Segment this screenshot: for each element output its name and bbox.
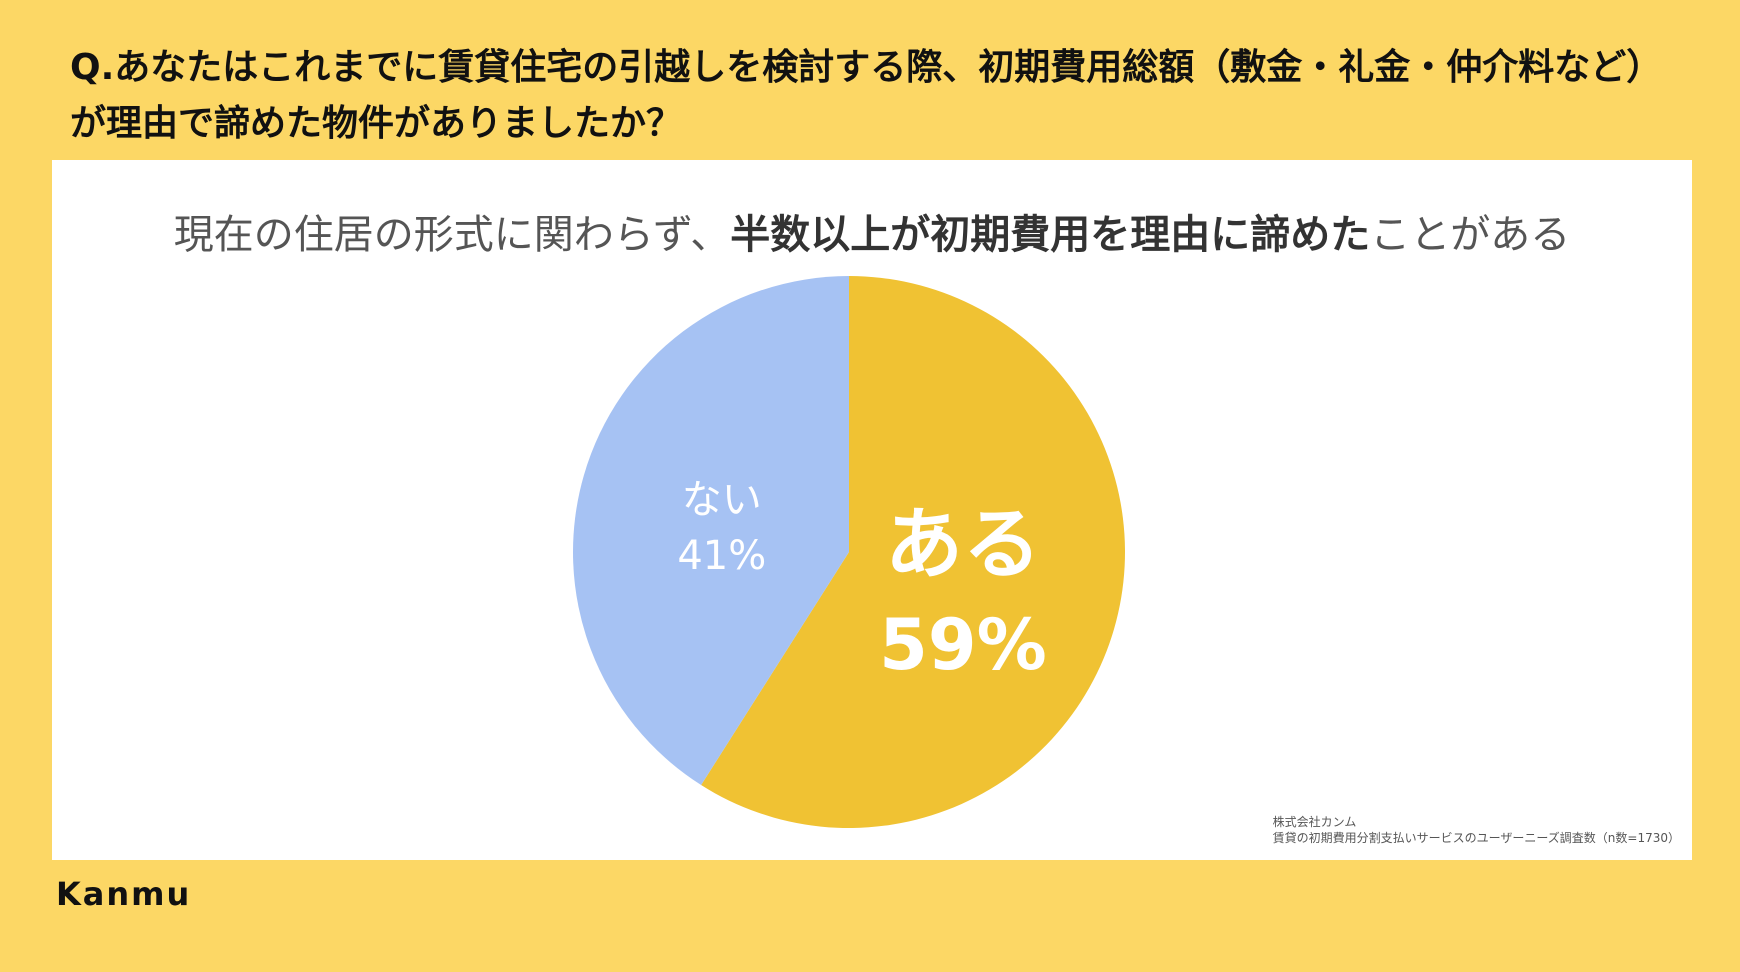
subtitle-bold: 半数以上が初期費用を理由に諦めた — [730, 212, 1371, 258]
chart-subtitle: 現在の住居の形式に関わらず、半数以上が初期費用を理由に諦めたことがある — [52, 202, 1692, 260]
slice-label-name-1: ある — [885, 500, 1041, 590]
slice-label-value-1: 59% — [879, 604, 1047, 686]
pie-chart: ある 59% ない 41% — [573, 276, 1126, 828]
subtitle-post: ことがある — [1370, 212, 1571, 258]
slice-label-name-2: ない — [682, 477, 762, 523]
pie-slice-2 — [573, 276, 849, 786]
source-survey: 賃貸の初期費用分割支払いサービスのユーザーニーズ調査数（n数=1730） — [1272, 831, 1680, 845]
source-note: 株式会社カンム 賃貸の初期費用分割支払いサービスのユーザーニーズ調査数（n数=1… — [1273, 814, 1680, 846]
slice-label-value-2: 41% — [677, 533, 766, 579]
pie-slice-1 — [701, 276, 1126, 828]
kanmu-logo: Kanmu — [56, 875, 192, 913]
question-title: Q.あなたはこれまでに賃貸住宅の引越しを検討する際、初期費用総額（敷金・礼金・仲… — [70, 47, 1663, 144]
source-company: 株式会社カンム — [1272, 815, 1357, 829]
chart-panel: 現在の住居の形式に関わらず、半数以上が初期費用を理由に諦めたことがある ある 59… — [52, 160, 1692, 860]
subtitle-pre: 現在の住居の形式に関わらず、 — [173, 212, 731, 258]
